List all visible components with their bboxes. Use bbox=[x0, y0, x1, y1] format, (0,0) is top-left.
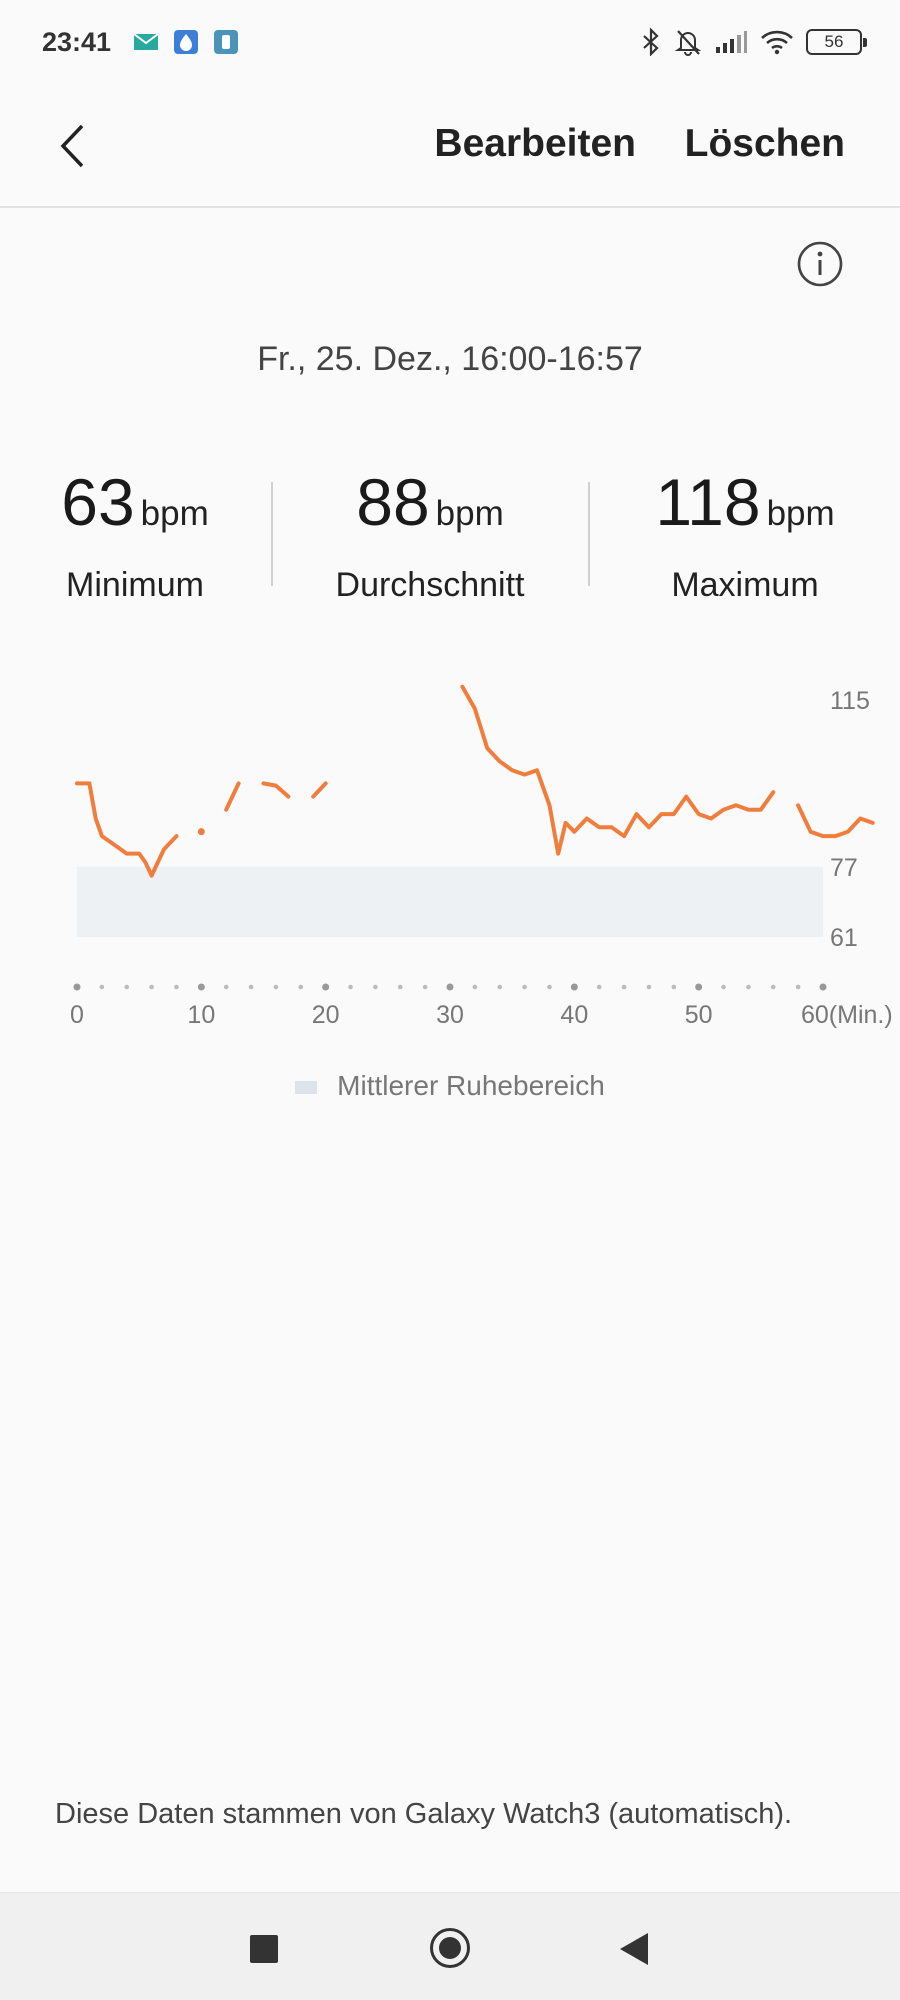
x-tick-label: 30 bbox=[436, 1001, 464, 1029]
info-button[interactable] bbox=[796, 240, 844, 288]
x-axis-dot bbox=[695, 983, 703, 991]
average-value: 88 bbox=[356, 465, 430, 539]
edit-button[interactable]: Bearbeiten bbox=[434, 122, 636, 165]
x-axis-dot bbox=[124, 984, 130, 990]
heart-rate-line bbox=[311, 781, 328, 799]
mail-icon bbox=[133, 33, 159, 50]
x-tick-label: 60(Min.) bbox=[801, 1001, 893, 1029]
battery-indicator: 56 bbox=[806, 29, 867, 55]
stat-value-row: 118 bpm bbox=[640, 462, 850, 554]
session-date: Fr., 25. Dez., 16:00-16:57 bbox=[257, 340, 643, 378]
heart-rate-line bbox=[261, 781, 291, 799]
x-axis-dot bbox=[621, 984, 627, 990]
maximum-unit: bpm bbox=[766, 494, 835, 533]
y-tick-label: 61 bbox=[830, 924, 858, 952]
square-icon[interactable] bbox=[250, 1935, 278, 1963]
drop-app-icon bbox=[174, 30, 199, 54]
x-axis-dot bbox=[497, 984, 503, 990]
minimum-label: Minimum bbox=[66, 566, 204, 604]
watch-app-icon bbox=[214, 30, 239, 54]
chart-legend: Mittlerer Ruhebereich bbox=[0, 1070, 900, 1102]
x-axis-dot bbox=[472, 984, 478, 990]
maximum-label: Maximum bbox=[671, 566, 819, 604]
heart-rate-line bbox=[75, 781, 179, 878]
x-axis-dot bbox=[819, 983, 827, 991]
bluetooth-icon bbox=[643, 28, 659, 56]
x-axis-dot bbox=[446, 983, 454, 991]
heart-rate-line bbox=[460, 684, 776, 856]
info-icon bbox=[797, 241, 843, 287]
battery-level: 56 bbox=[824, 32, 844, 51]
average-label: Durchschnitt bbox=[335, 566, 525, 604]
x-axis-dot bbox=[149, 984, 154, 990]
status-time: 23:41 bbox=[42, 26, 112, 57]
bell-off-icon bbox=[674, 30, 702, 56]
delete-button[interactable]: Löschen bbox=[684, 122, 845, 165]
x-axis-dot bbox=[522, 984, 527, 990]
x-axis-dot bbox=[373, 984, 378, 990]
minimum-unit: bpm bbox=[140, 494, 209, 533]
x-axis-dot bbox=[646, 984, 652, 990]
stat-value-row: 88 bpm bbox=[320, 462, 540, 554]
average-unit: bpm bbox=[435, 494, 504, 533]
x-axis-dot bbox=[99, 984, 105, 990]
legend-label: Mittlerer Ruhebereich bbox=[337, 1070, 605, 1101]
x-axis-dot bbox=[422, 984, 428, 990]
x-tick-label: 0 bbox=[70, 1001, 84, 1029]
circle-icon[interactable] bbox=[430, 1928, 470, 1968]
heart-rate-chart: 115 77 61 0 10 20 30 40 50 60(Min.) bbox=[70, 684, 893, 1029]
x-axis-dot bbox=[795, 984, 801, 990]
x-axis-dot bbox=[322, 983, 330, 991]
heart-rate-line bbox=[224, 781, 241, 812]
legend-swatch bbox=[295, 1081, 318, 1095]
triangle-back-icon[interactable] bbox=[620, 1933, 648, 1965]
back-button[interactable] bbox=[48, 118, 98, 174]
maximum-value: 118 bbox=[655, 465, 761, 539]
stat-divider bbox=[271, 482, 273, 586]
heart-rate-stats: 63 bpm Minimum 88 bpm Durchschnitt 118 bpm … bbox=[0, 462, 900, 622]
x-axis-dot bbox=[397, 984, 403, 990]
heart-rate-line bbox=[796, 803, 875, 839]
x-tick-label: 50 bbox=[685, 1001, 713, 1029]
y-tick-label: 115 bbox=[830, 687, 870, 715]
system-nav-bar bbox=[0, 1892, 900, 2000]
x-tick-label: 20 bbox=[312, 1001, 340, 1029]
stat-maximum: 118 bpm Maximum bbox=[640, 462, 850, 605]
x-axis-dot bbox=[73, 983, 81, 991]
x-axis-dot bbox=[671, 984, 677, 990]
x-axis-dot bbox=[770, 984, 776, 990]
minimum-value: 63 bbox=[61, 465, 135, 539]
notification-icons bbox=[133, 29, 239, 55]
status-bar: 23:41 56 bbox=[0, 0, 900, 84]
stat-average: 88 bpm Durchschnitt bbox=[320, 462, 540, 605]
stat-minimum: 63 bpm Minimum bbox=[50, 462, 220, 605]
x-axis-dot bbox=[223, 984, 229, 990]
x-axis-dot bbox=[721, 984, 726, 990]
stat-divider bbox=[588, 482, 590, 586]
x-axis-dot bbox=[596, 984, 602, 990]
x-axis-dot bbox=[547, 984, 552, 990]
data-source-note: Diese Daten stammen von Galaxy Watch3 (a… bbox=[55, 1798, 793, 1830]
x-axis-dot bbox=[174, 984, 179, 990]
x-axis-dot bbox=[197, 983, 205, 991]
x-axis-dot bbox=[570, 983, 578, 991]
stat-value-row: 63 bpm bbox=[50, 462, 220, 554]
x-tick-label: 40 bbox=[560, 1001, 588, 1029]
status-right: 56 bbox=[640, 28, 867, 56]
x-axis-dot bbox=[273, 984, 279, 990]
heart-rate-point bbox=[197, 828, 205, 836]
x-axis-dot bbox=[298, 984, 304, 990]
app-bar: Bearbeiten Löschen bbox=[0, 84, 900, 208]
chevron-left-icon bbox=[60, 124, 84, 168]
x-axis-dot bbox=[248, 984, 254, 990]
resting-range-band bbox=[77, 866, 823, 937]
x-tick-label: 10 bbox=[187, 1001, 215, 1029]
x-axis-dot bbox=[746, 984, 751, 990]
signal-icon bbox=[716, 31, 747, 53]
x-axis-dot bbox=[348, 984, 353, 990]
y-tick-label: 77 bbox=[830, 854, 858, 882]
wifi-icon bbox=[761, 30, 793, 55]
